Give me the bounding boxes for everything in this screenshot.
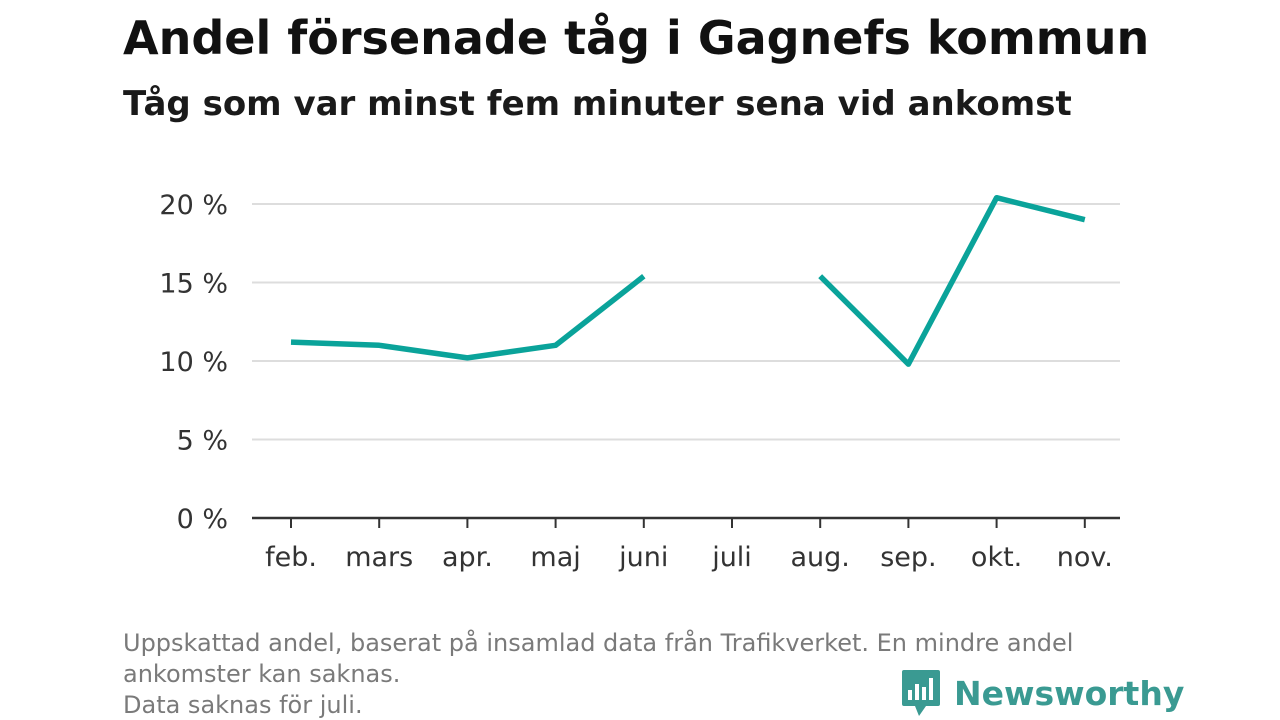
series-lines [290,194,1086,367]
x-tick-label: maj [530,542,580,573]
y-tick-label: 10 % [159,347,228,378]
y-tick-label: 0 % [177,504,228,535]
x-tick-label: sep. [880,542,936,573]
x-tick-label: nov. [1057,542,1113,573]
x-tick-label: apr. [442,542,493,573]
source-note-line-3: Data saknas för juli. [123,691,363,719]
x-axis-ticks: feb. mars apr. maj juni juli aug. sep. okt. nov. [265,518,1113,573]
source-note-line-2: ankomster kan saknas. [123,660,401,688]
data-points [289,196,1087,366]
brand-name: Newsworthy [954,673,1185,713]
chart-subtitle: Tåg som var minst fem minuter sena vid a… [123,84,1072,124]
y-tick-label: 5 % [177,426,228,457]
chart-title: Andel försenade tåg i Gagnefs kommun [123,11,1150,65]
source-note-line-1: Uppskattad andel, baserat på insamlad da… [123,629,1074,657]
x-tick-label: okt. [971,542,1022,573]
y-axis-tick-labels: 0 % 5 % 10 % 15 % 20 % [159,190,228,535]
series-line-segment [818,194,1086,367]
x-tick-label: feb. [265,542,317,573]
series-line-segment [290,274,646,361]
newsworthy-logo: Newsworthy [900,668,1184,718]
x-tick-label: juni [618,542,668,573]
grid-lines [252,203,1120,441]
y-tick-label: 20 % [159,190,228,221]
line-chart: 0 % 5 % 10 % 15 % 20 % feb. mars apr. maj juni ju… [159,190,1120,573]
x-tick-label: aug. [791,542,850,573]
source-note: Uppskattad andel, baserat på insamlad da… [123,628,1073,720]
x-tick-label: juli [711,542,752,573]
bar-chart-speech-bubble-icon [902,670,940,716]
x-tick-label: mars [345,542,413,573]
y-tick-label: 15 % [159,269,228,300]
